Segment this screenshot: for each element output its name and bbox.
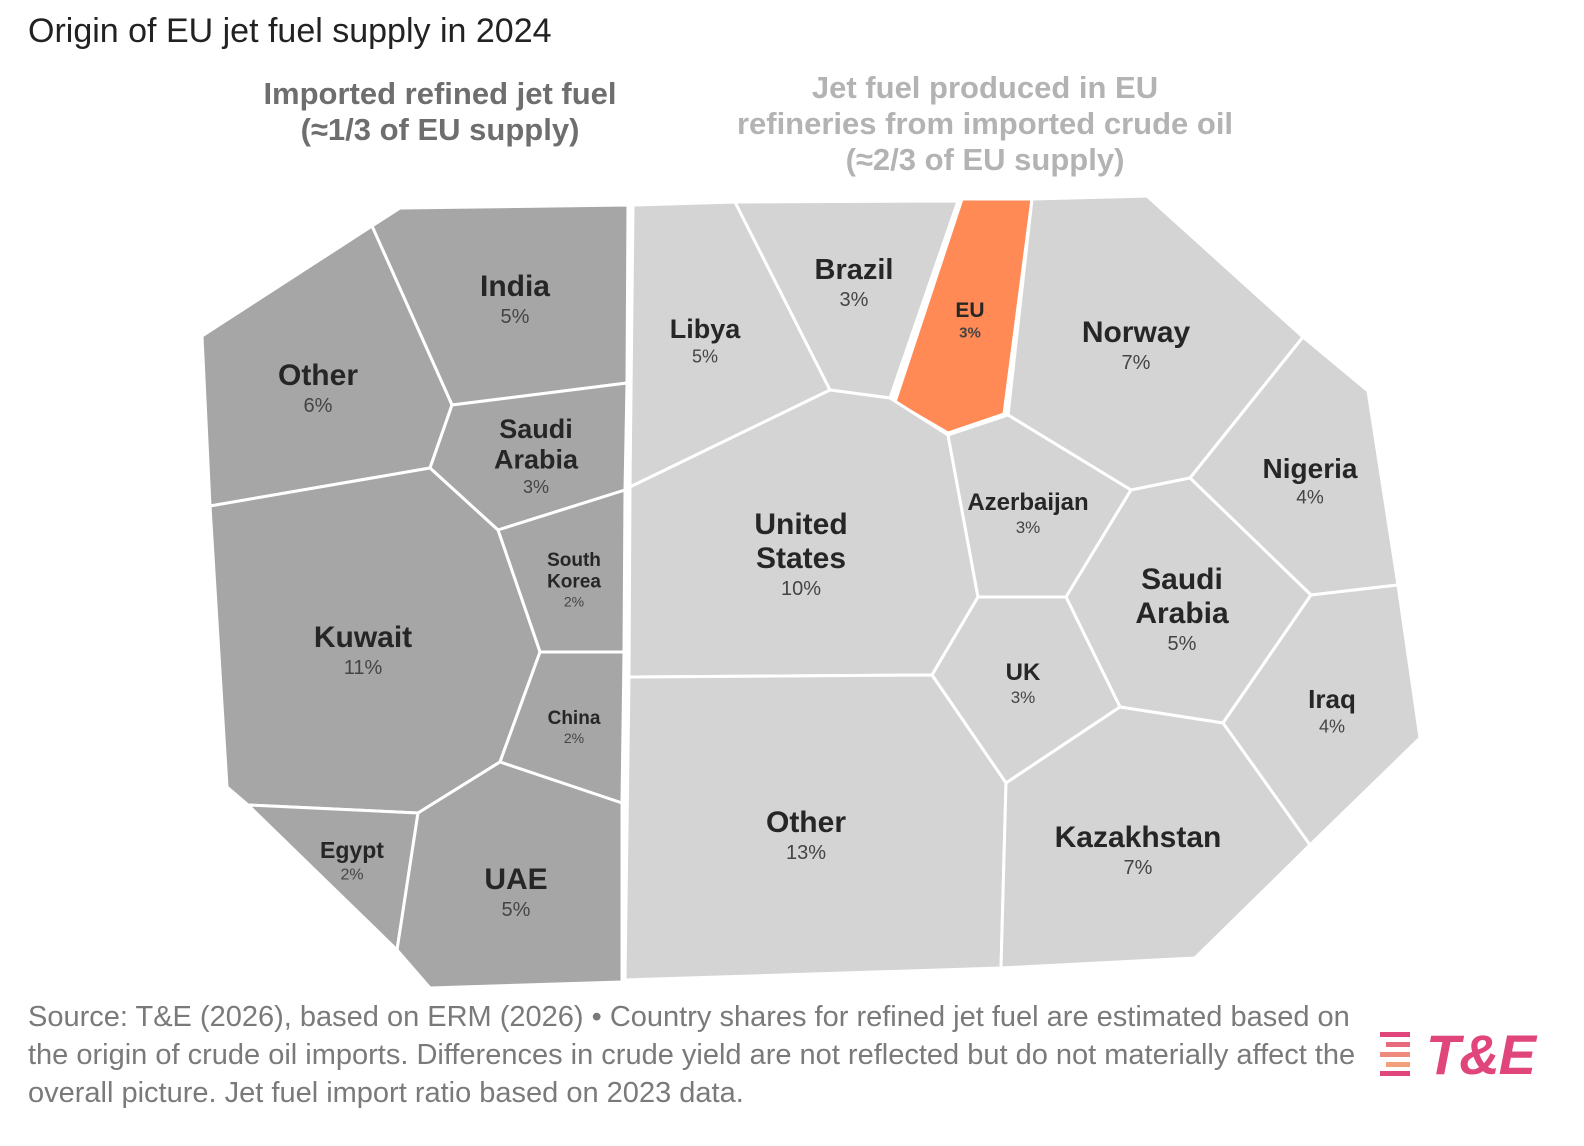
cell-label-south-korea: South <box>547 550 601 571</box>
cell-value-iraq: 4% <box>1319 716 1345 736</box>
cell-value-kazakhstan: 7% <box>1124 857 1153 879</box>
cell-label-kazakhstan: Kazakhstan <box>1055 821 1222 854</box>
cell-eu <box>893 197 1034 435</box>
cell-label-other-imported: Other <box>278 359 358 392</box>
cell-label-azerbaijan: Azerbaijan <box>967 489 1088 516</box>
cell-label-saudi-imported: Arabia <box>494 445 579 475</box>
cell-label-saudi-produced: Arabia <box>1135 597 1229 630</box>
cell-label-uk: UK <box>1006 659 1041 686</box>
cell-value-kuwait: 11% <box>344 657 383 679</box>
cell-value-libya: 5% <box>692 346 718 366</box>
imported-label-line: (≈1/3 of EU supply) <box>300 112 580 147</box>
cell-label-libya: Libya <box>670 314 742 344</box>
cell-value-saudi-imported: 3% <box>523 477 549 497</box>
cell-value-brazil: 3% <box>840 289 869 311</box>
te-logo: T&E <box>1376 1022 1556 1086</box>
cell-value-nigeria: 4% <box>1296 488 1324 509</box>
source-note: Source: T&E (2026), based on ERM (2026) … <box>28 1001 1356 1109</box>
cell-value-china: 2% <box>564 730 584 746</box>
cell-value-uk: 3% <box>1011 688 1036 707</box>
imported-label-line: Imported refined jet fuel <box>263 76 617 111</box>
produced-label-line: refineries from imported crude oil <box>736 106 1234 141</box>
voronoi-treemap: India5%Other6%SaudiArabia3%SouthKorea2%K… <box>200 194 1422 990</box>
cell-value-eu: 3% <box>959 324 981 341</box>
logo-text: T&E <box>1426 1023 1536 1086</box>
chart-title: Origin of EU jet fuel supply in 2024 <box>28 12 552 50</box>
cell-value-other-produced: 13% <box>786 842 826 864</box>
imported-group-label: Imported refined jet fuel (≈1/3 of EU su… <box>240 76 640 148</box>
produced-label-line: (≈2/3 of EU supply) <box>845 142 1125 177</box>
cell-value-other-imported: 6% <box>304 395 333 417</box>
cell-label-eu: EU <box>955 299 984 322</box>
cell-label-kuwait: Kuwait <box>314 621 412 654</box>
cell-uae <box>395 760 624 990</box>
cell-label-south-korea: Korea <box>547 571 601 592</box>
cell-label-china: China <box>548 708 601 729</box>
cell-value-uae: 5% <box>502 899 531 921</box>
cell-label-india: India <box>480 270 550 303</box>
logo-bars-icon <box>1380 1032 1410 1076</box>
cell-label-nigeria: Nigeria <box>1263 453 1358 484</box>
cell-value-saudi-produced: 5% <box>1168 633 1197 655</box>
cell-label-iraq: Iraq <box>1308 684 1356 714</box>
cell-label-other-produced: Other <box>766 806 846 839</box>
cell-value-united-states: 10% <box>781 578 821 600</box>
cell-label-united-states: United <box>754 508 847 541</box>
produced-group-label: Jet fuel produced in EU refineries from … <box>720 70 1250 178</box>
cell-label-egypt: Egypt <box>320 837 384 863</box>
cell-iraq <box>1221 583 1422 847</box>
cell-value-south-korea: 2% <box>564 593 584 609</box>
cell-label-saudi-imported: Saudi <box>499 414 573 444</box>
cell-value-norway: 7% <box>1122 352 1151 374</box>
produced-label-line: Jet fuel produced in EU <box>811 70 1159 105</box>
cell-value-india: 5% <box>501 306 530 328</box>
cell-label-uae: UAE <box>484 863 547 896</box>
cell-kazakhstan <box>999 705 1312 970</box>
cell-label-brazil: Brazil <box>815 254 894 286</box>
cell-label-united-states: States <box>756 542 846 575</box>
cell-label-norway: Norway <box>1082 316 1191 349</box>
cell-value-azerbaijan: 3% <box>1016 518 1041 537</box>
cell-value-egypt: 2% <box>340 867 363 884</box>
cell-egypt <box>246 803 420 952</box>
cell-label-saudi-produced: Saudi <box>1141 563 1223 596</box>
